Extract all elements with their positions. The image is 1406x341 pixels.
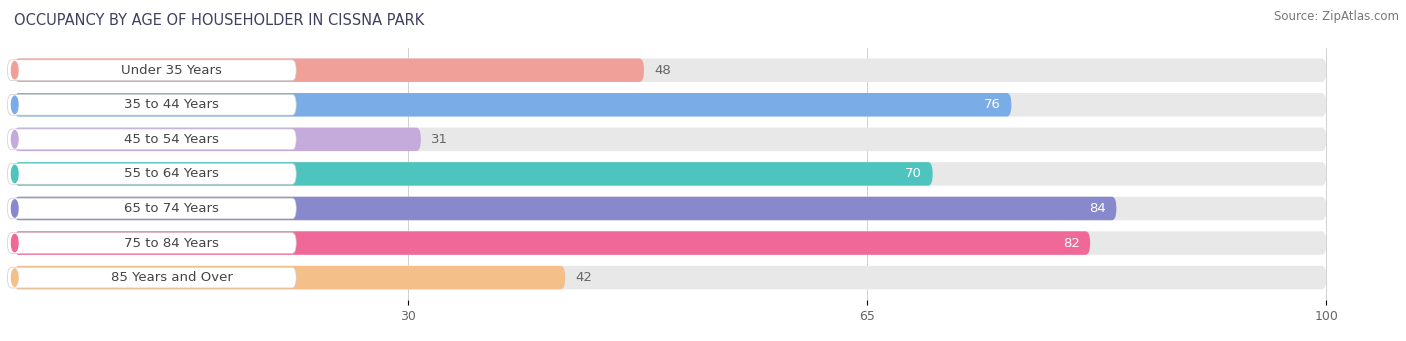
Circle shape (11, 165, 18, 182)
Text: 75 to 84 Years: 75 to 84 Years (124, 237, 219, 250)
FancyBboxPatch shape (7, 267, 297, 288)
FancyBboxPatch shape (14, 58, 1326, 82)
Text: 45 to 54 Years: 45 to 54 Years (124, 133, 219, 146)
FancyBboxPatch shape (7, 164, 297, 184)
Text: 82: 82 (1063, 237, 1080, 250)
FancyBboxPatch shape (14, 266, 1326, 290)
Text: 35 to 44 Years: 35 to 44 Years (124, 98, 219, 111)
FancyBboxPatch shape (7, 60, 297, 80)
Text: 48: 48 (654, 64, 671, 77)
Text: 85 Years and Over: 85 Years and Over (111, 271, 232, 284)
Circle shape (11, 200, 18, 217)
Circle shape (11, 269, 18, 286)
FancyBboxPatch shape (14, 58, 644, 82)
FancyBboxPatch shape (7, 233, 297, 253)
Text: Source: ZipAtlas.com: Source: ZipAtlas.com (1274, 10, 1399, 23)
FancyBboxPatch shape (14, 128, 1326, 151)
FancyBboxPatch shape (14, 162, 1326, 186)
Text: 55 to 64 Years: 55 to 64 Years (124, 167, 219, 180)
Text: 65 to 74 Years: 65 to 74 Years (124, 202, 219, 215)
FancyBboxPatch shape (14, 162, 932, 186)
FancyBboxPatch shape (7, 198, 297, 219)
Text: 84: 84 (1090, 202, 1107, 215)
FancyBboxPatch shape (14, 231, 1090, 255)
FancyBboxPatch shape (14, 197, 1116, 220)
FancyBboxPatch shape (7, 94, 297, 115)
Circle shape (11, 234, 18, 252)
FancyBboxPatch shape (7, 129, 297, 150)
FancyBboxPatch shape (14, 128, 420, 151)
Text: 42: 42 (575, 271, 592, 284)
FancyBboxPatch shape (14, 197, 1326, 220)
FancyBboxPatch shape (14, 93, 1011, 117)
Circle shape (11, 61, 18, 79)
Text: Under 35 Years: Under 35 Years (121, 64, 222, 77)
Text: OCCUPANCY BY AGE OF HOUSEHOLDER IN CISSNA PARK: OCCUPANCY BY AGE OF HOUSEHOLDER IN CISSN… (14, 13, 425, 28)
Text: 70: 70 (905, 167, 922, 180)
Text: 31: 31 (432, 133, 449, 146)
FancyBboxPatch shape (14, 231, 1326, 255)
FancyBboxPatch shape (14, 93, 1326, 117)
FancyBboxPatch shape (14, 266, 565, 290)
Text: 76: 76 (984, 98, 1001, 111)
Circle shape (11, 96, 18, 114)
Circle shape (11, 131, 18, 148)
